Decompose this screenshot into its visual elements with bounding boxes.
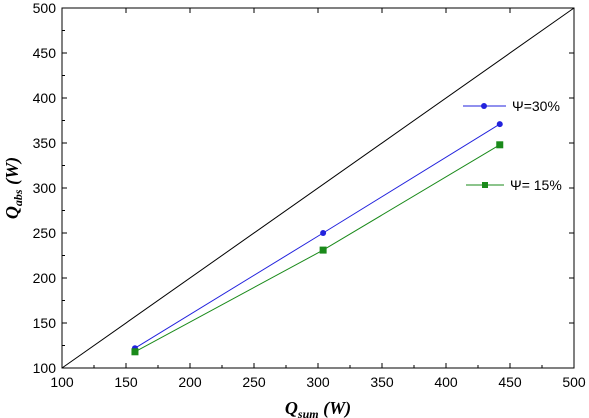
y-tick-label: 400 (33, 90, 57, 106)
series-line-0 (134, 123, 501, 349)
y-tick-label: 300 (33, 180, 57, 196)
x-tick-label: 200 (178, 374, 202, 390)
y-tick-label: 250 (33, 225, 57, 241)
y-axis-title: Qabs (W) (2, 157, 25, 219)
y-tick-label: 450 (33, 45, 57, 61)
x-tick-label: 250 (242, 374, 266, 390)
series-line-1 (134, 144, 501, 353)
x-tick-label: 350 (370, 374, 394, 390)
x-axis-title: Qsum (W) (285, 398, 351, 418)
reference-line (61, 7, 575, 369)
legend-label-psi15: Ψ= 15% (510, 177, 562, 193)
data-point-1 (131, 348, 139, 356)
x-tick-label: 300 (306, 374, 330, 390)
y-axis: 100 150 200 250 300 350 400 450 500 (33, 0, 574, 376)
y-tick-label: 150 (33, 315, 57, 331)
x-tick-label: 150 (114, 374, 138, 390)
legend: Ψ=30% Ψ= 15% (463, 98, 562, 193)
legend-marker-psi15 (482, 182, 488, 188)
data-point-0 (320, 230, 327, 236)
y-tick-label: 200 (33, 270, 57, 286)
data-point-1 (319, 246, 327, 254)
legend-label-psi30: Ψ=30% (512, 98, 560, 114)
x-tick-label: 100 (50, 374, 74, 390)
x-tick-label: 500 (562, 374, 586, 390)
y-tick-label: 350 (33, 135, 57, 151)
legend-marker-psi30 (481, 103, 487, 109)
series-group (131, 121, 504, 356)
data-point-1 (496, 141, 504, 149)
x-tick-label: 450 (498, 374, 522, 390)
data-point-0 (496, 121, 503, 128)
x-tick-label: 400 (434, 374, 458, 390)
x-axis: 100 150 200 250 300 350 400 450 500 (50, 8, 586, 390)
y-tick-label: 500 (33, 0, 57, 16)
y-tick-label: 100 (33, 360, 57, 376)
